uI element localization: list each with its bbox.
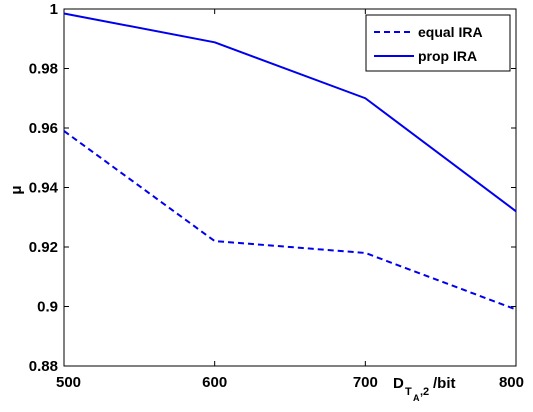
series-line-prop-ira — [63, 12, 517, 213]
x-tick-label-600: 600 — [202, 374, 227, 391]
series-line-equal-ira — [63, 130, 517, 311]
y-tick-label-0.94: 0.94 — [29, 180, 59, 197]
x-tick-label-500: 500 — [56, 374, 81, 391]
x-axis-label-suffix: ,2 — [420, 386, 429, 398]
legend: equal IRA prop IRA — [365, 14, 511, 72]
x-axis-label-sub1: T — [405, 386, 412, 398]
y-tick-label-1: 1 — [50, 1, 58, 18]
ticks: 500 600 700 800 0.88 0.9 0.92 0.94 0.96 0.98 1 — [29, 1, 524, 391]
y-tick-label-0.88: 0.88 — [29, 358, 58, 375]
legend-label-equal-ira: equal IRA — [418, 24, 483, 40]
x-tick-label-800: 800 — [499, 374, 524, 391]
series-group — [63, 12, 517, 311]
x-tick-label-700: 700 — [353, 374, 378, 391]
x-axis-label-main: D — [393, 375, 404, 392]
x-axis-label-sub2: A — [413, 393, 420, 403]
legend-label-prop-ira: prop IRA — [418, 48, 477, 64]
x-axis-label: D T A ,2 /bit — [393, 375, 456, 403]
y-tick-label-0.98: 0.98 — [29, 61, 58, 78]
y-tick-label-0.9: 0.9 — [37, 299, 58, 316]
y-tick-label-0.92: 0.92 — [29, 239, 58, 256]
y-tick-label-0.96: 0.96 — [29, 120, 58, 137]
legend-box — [365, 14, 511, 72]
x-axis-label-unit: /bit — [433, 375, 456, 392]
y-axis-label: μ — [8, 185, 25, 194]
